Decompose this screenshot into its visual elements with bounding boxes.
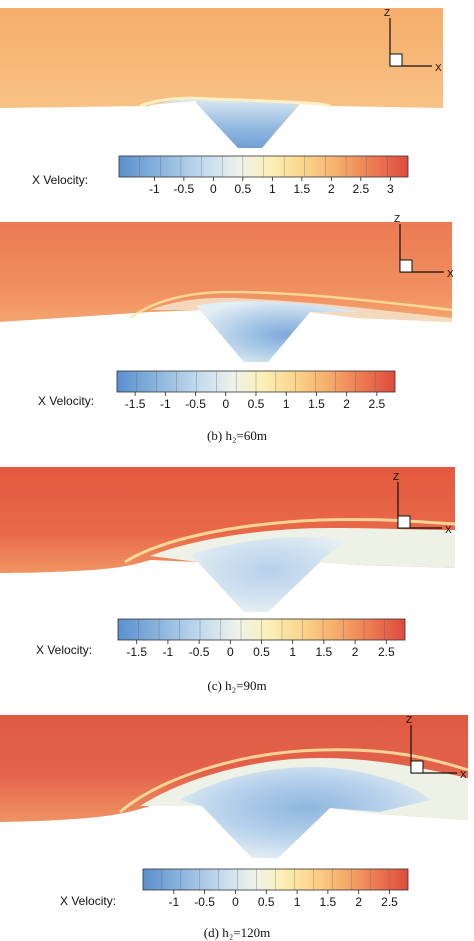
colorbar-tick-label: 0.5 (235, 182, 252, 196)
colorbar-tick-label: -1.5 (125, 397, 146, 411)
colorbar-tick-label: -0.5 (189, 645, 210, 659)
colorbar-tick-label: 0 (222, 397, 229, 411)
colorbar-tick-label: 1 (283, 397, 290, 411)
x-axis-label: X (460, 770, 467, 781)
colorbar-tick-label: 1.5 (308, 397, 325, 411)
axis-triad-b: Z X (394, 214, 454, 280)
colorbar-tick-label: -0.5 (185, 397, 206, 411)
colorbar-tick-label: 2.5 (378, 645, 395, 659)
colorbar-tick-label: 1 (294, 895, 301, 909)
panel-caption: (b) h₂=60m (207, 428, 267, 443)
colorbar-tick-label: 2 (355, 895, 362, 909)
colorbar-tick-label: 2.5 (369, 397, 386, 411)
axis-triad-c: Z X (393, 472, 452, 536)
panel-c: Z X X Velocity: -1.5 -1 -0.5 0 0.5 1 1.5 2 2.5 (… (0, 467, 456, 693)
colorbar-title: X Velocity: (36, 643, 92, 657)
colorbar-tick-label: 0 (210, 182, 217, 196)
z-axis-label: Z (393, 472, 399, 483)
colorbar-b: X Velocity: -1.5 -1 -0.5 0 0.5 1 1.5 2 2.5 (38, 370, 396, 411)
colorbar-d: X Velocity: -1 -0.5 0 0.5 1 1.5 2 2.5 (60, 868, 409, 909)
z-axis-label: Z (394, 214, 400, 225)
colorbar-tick-label: 0 (232, 895, 239, 909)
colorbar-tick-label: 3 (387, 182, 394, 196)
colorbar-tick-label: 2.5 (381, 895, 398, 909)
colorbar-tick-label: 1 (269, 182, 276, 196)
contour-field-b (0, 222, 453, 362)
z-axis-label: Z (406, 715, 412, 726)
colorbar-a: X Velocity: -1 -0.5 0 0.5 1 1.5 2 2.5 3 (32, 155, 409, 196)
contour-field-d (0, 715, 469, 858)
colorbar-tick-label: 2.5 (352, 182, 369, 196)
colorbar-tick-label: 2 (328, 182, 335, 196)
colorbar-title: X Velocity: (32, 173, 88, 187)
colorbar-title: X Velocity: (38, 394, 94, 408)
panel-caption: (d) h₂=120m (204, 925, 270, 940)
x-axis-label: X (447, 269, 454, 280)
colorbar-c: X Velocity: -1.5 -1 -0.5 0 0.5 1 1.5 2 2.5 (36, 618, 406, 659)
colorbar-tick-label: 2 (352, 645, 359, 659)
colorbar-tick-label: 0 (227, 645, 234, 659)
origin-cube (389, 53, 403, 67)
colorbar-tick-label: 2 (343, 397, 350, 411)
colorbar-tick-label: -1.5 (126, 645, 147, 659)
colorbar-tick-label: 0.5 (258, 895, 275, 909)
panel-a: Z X X Velocity: -1 -0.5 0 0.5 1 1.5 2 2.5 3 (0, 8, 443, 196)
colorbar-tick-label: 0.5 (253, 645, 270, 659)
colorbar-tick-label: -1 (160, 397, 171, 411)
panel-b: Z X X Velocity: -1.5 -1 -0.5 0 0.5 1 1.5 2 2.5 (… (0, 214, 454, 443)
x-axis-label: X (445, 525, 452, 536)
colorbar-tick-label: -0.5 (194, 895, 215, 909)
contour-field-c (0, 467, 456, 612)
panel-caption: (c) h₂=90m (207, 678, 266, 693)
colorbar-tick-label: -1 (163, 645, 174, 659)
axis-triad-a: Z X (384, 8, 442, 74)
x-axis-label: X (435, 63, 442, 74)
colorbar-tick-label: 1.5 (293, 182, 310, 196)
z-axis-label: Z (384, 8, 390, 19)
colorbar-tick-label: -1 (149, 182, 160, 196)
contour-field-a (0, 8, 443, 148)
colorbar-title: X Velocity: (60, 894, 116, 908)
colorbar-tick-label: -1 (168, 895, 179, 909)
colorbar-tick-label: 1.5 (320, 895, 337, 909)
colorbar-tick-label: 1 (289, 645, 296, 659)
axis-triad-d: Z X (406, 715, 467, 781)
colorbar-tick-label: -0.5 (174, 182, 195, 196)
colorbar-tick-label: 0.5 (248, 397, 265, 411)
colorbar-tick-label: 1.5 (316, 645, 333, 659)
panel-d: Z X X Velocity: -1 -0.5 0 0.5 1 1.5 2 2.5 (d) h… (0, 715, 469, 940)
